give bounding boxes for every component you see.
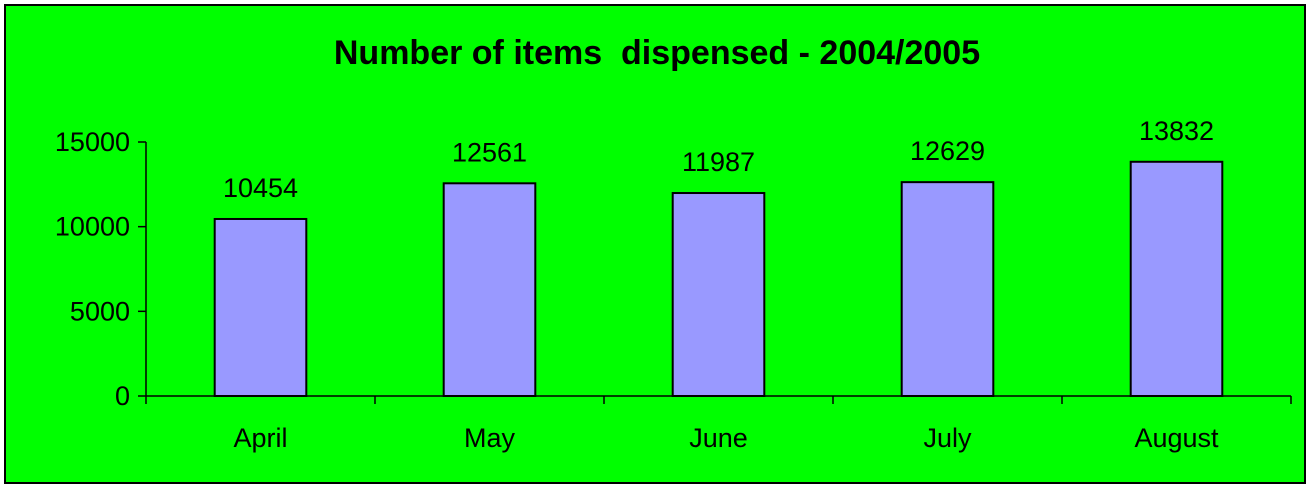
- chart-area: Number of items dispensed - 2004/2005 0 5…: [4, 4, 1306, 484]
- bar-chart: Number of items dispensed - 2004/2005 0 5…: [6, 6, 1304, 482]
- y-tick-label: 0: [115, 381, 130, 411]
- y-tick-label: 5000: [70, 296, 130, 326]
- axes: [145, 142, 1291, 397]
- data-label: 13832: [1139, 116, 1214, 146]
- data-label: 12629: [910, 136, 985, 166]
- category-label: August: [1134, 423, 1219, 453]
- category-labels: April May June July August: [233, 423, 1219, 453]
- x-axis-ticks: [145, 396, 1292, 404]
- category-label: May: [464, 423, 516, 453]
- bar-august: [1129, 160, 1224, 397]
- category-label: April: [233, 423, 287, 453]
- category-label: July: [923, 423, 972, 453]
- data-label: 11987: [682, 147, 755, 177]
- bar-july: [900, 181, 995, 397]
- y-axis-ticks: 0 5000 10000 15000: [55, 127, 146, 411]
- bar-may: [442, 182, 537, 397]
- data-label: 12561: [452, 137, 527, 167]
- chart-title: Number of items dispensed - 2004/2005: [334, 34, 980, 72]
- data-labels: 10454 12561 11987 12629 13832: [223, 116, 1214, 203]
- chart-background: [6, 6, 1304, 482]
- bar-june: [671, 192, 766, 397]
- y-tick-label: 10000: [55, 212, 130, 242]
- y-tick-label: 15000: [55, 127, 130, 157]
- data-label: 10454: [223, 173, 298, 203]
- category-label: June: [689, 423, 748, 453]
- bar-april: [213, 217, 308, 397]
